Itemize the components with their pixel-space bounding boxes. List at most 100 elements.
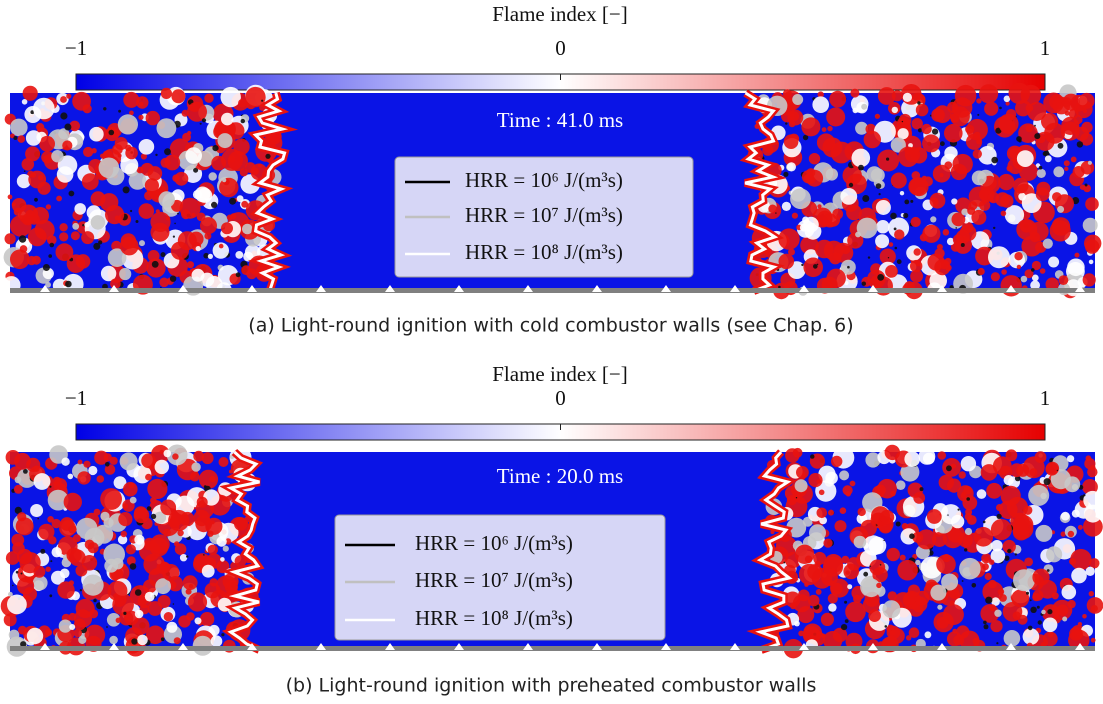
- flame-blob: [913, 248, 921, 256]
- flame-blob: [844, 600, 848, 604]
- flame-blob: [181, 209, 191, 220]
- flame-blob: [72, 534, 81, 543]
- flame-blob: [1038, 165, 1043, 170]
- flame-blob: [98, 240, 103, 245]
- flame-blob: [208, 172, 217, 181]
- flame-blob: [979, 84, 999, 104]
- flame-blob: [144, 178, 159, 193]
- flame-blob: [51, 547, 62, 558]
- flame-blob: [929, 552, 932, 554]
- flame-blob: [875, 234, 890, 249]
- flame-blob: [794, 544, 815, 564]
- flame-blob: [133, 507, 150, 524]
- flame-blob: [876, 220, 890, 234]
- flame-blob: [936, 554, 956, 574]
- flame-blob: [120, 530, 128, 538]
- flame-blob: [26, 255, 37, 266]
- flame-blob: [788, 248, 795, 256]
- flame-blob: [162, 564, 180, 582]
- flame-blob: [28, 170, 47, 189]
- flame-front: [744, 91, 779, 293]
- flame-blob: [887, 257, 890, 259]
- flame-blob: [816, 263, 819, 266]
- flame-blob: [1015, 100, 1032, 117]
- flame-blob: [38, 175, 44, 181]
- flame-blob: [966, 497, 970, 501]
- flame-blob: [952, 97, 973, 118]
- flame-blob: [879, 564, 882, 566]
- flame-blob: [908, 627, 920, 638]
- flame-blob: [930, 216, 937, 223]
- flame-blob: [803, 174, 810, 181]
- flame-blob: [234, 517, 248, 531]
- flame-blob: [49, 594, 53, 598]
- flame-blob: [138, 139, 155, 155]
- flame-blob: [806, 169, 824, 187]
- flame-blob: [109, 635, 118, 645]
- flame-blob: [839, 470, 850, 481]
- flame-blob: [865, 452, 881, 468]
- flame-blob: [890, 212, 897, 220]
- flame-blob: [922, 224, 941, 243]
- flame-blob: [1041, 609, 1046, 615]
- flame-blob: [27, 227, 47, 247]
- flame-blob: [1013, 569, 1035, 592]
- flame-blob: [1005, 101, 1010, 106]
- flame-blob: [847, 265, 850, 269]
- flame-blob: [897, 559, 918, 581]
- flame-blob: [1083, 494, 1086, 497]
- flame-blob: [853, 594, 862, 604]
- flame-blob: [877, 87, 896, 105]
- wall: [10, 288, 1095, 293]
- flame-blob: [960, 243, 965, 247]
- flame-blob: [155, 209, 160, 214]
- flame-blob: [82, 104, 92, 114]
- flame-blob: [825, 168, 838, 181]
- flame-blob: [172, 174, 180, 182]
- flame-blob: [181, 109, 189, 117]
- flame-blob: [118, 511, 133, 527]
- flame-blob: [204, 93, 214, 103]
- legend-label: HRR = 10⁷ J/(m³s): [465, 203, 623, 227]
- legend-label: HRR = 10⁸ J/(m³s): [465, 240, 623, 264]
- flame-blob: [160, 637, 165, 641]
- flame-blob: [797, 589, 810, 602]
- flame-blob: [14, 452, 31, 470]
- flame-blob: [73, 618, 86, 631]
- flame-blob: [17, 577, 35, 595]
- flame-blob: [1044, 155, 1052, 163]
- flame-blob: [240, 118, 245, 124]
- flame-blob: [51, 518, 61, 529]
- flame-blob: [19, 245, 28, 253]
- legend-label: HRR = 10⁷ J/(m³s): [415, 568, 573, 592]
- flame-blob: [32, 575, 48, 591]
- flame-blob: [235, 272, 241, 278]
- flame-blob: [220, 86, 241, 108]
- flame-blob: [199, 612, 215, 627]
- flame-blob: [900, 462, 920, 482]
- flame-blob: [111, 240, 122, 252]
- flame-blob: [187, 101, 207, 122]
- flame-blob: [993, 226, 996, 230]
- injector: [592, 285, 602, 292]
- flame-blob: [73, 628, 82, 638]
- flame-blob: [119, 267, 132, 281]
- flame-blob: [123, 481, 138, 497]
- flame-blob: [170, 241, 189, 260]
- flame-blob: [910, 199, 914, 203]
- flame-blob: [1031, 260, 1041, 271]
- flame-blob: [7, 591, 13, 597]
- colorbar-tick-label: 1: [1040, 36, 1051, 60]
- flame-blob: [1006, 165, 1013, 172]
- flame-blob: [786, 162, 797, 172]
- flame-blob: [790, 188, 811, 210]
- flame-blob: [959, 557, 981, 580]
- flame-blob: [192, 635, 213, 656]
- flame-blob: [222, 178, 227, 183]
- flame-blob: [81, 231, 95, 245]
- flame-blob: [1029, 599, 1032, 602]
- flame-blob: [967, 206, 976, 215]
- flame-blob: [1047, 609, 1053, 615]
- flame-blob: [135, 220, 139, 223]
- colorbar-tick-label: 0: [555, 386, 566, 410]
